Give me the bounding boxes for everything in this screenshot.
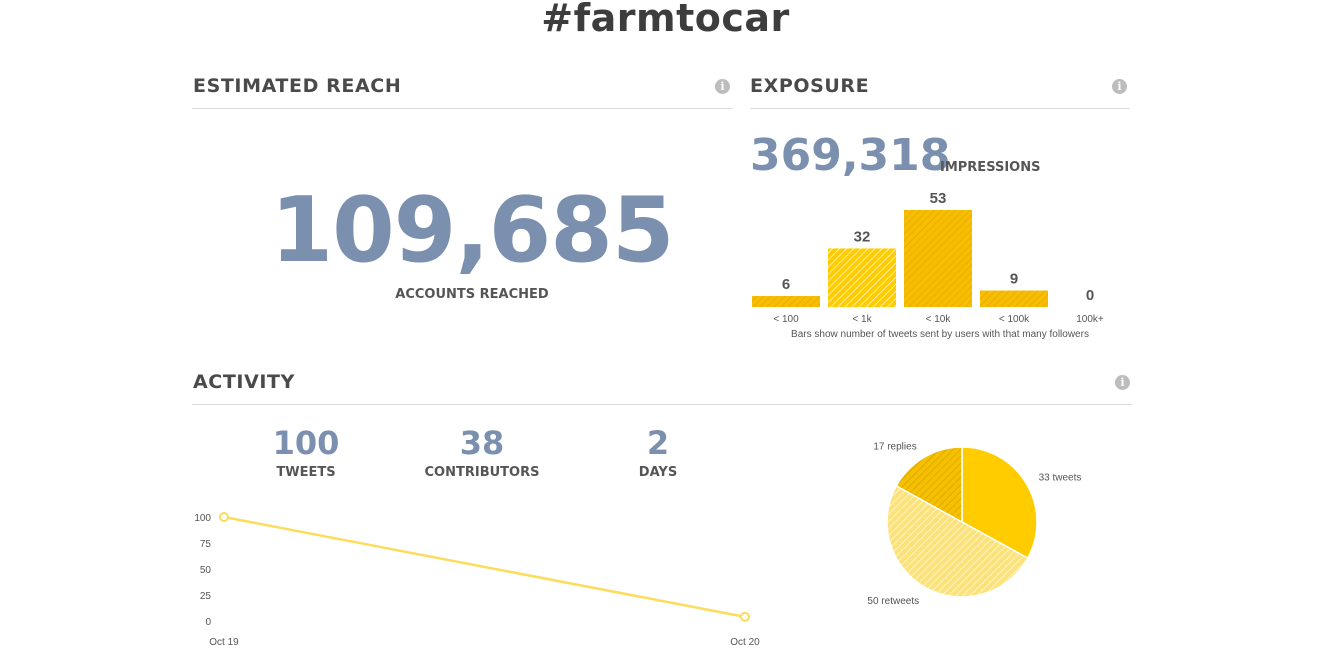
data-point [740, 611, 750, 622]
tweet-type-pie-chart: 33 tweets 50 retweets 17 replies [867, 441, 1082, 607]
pie-slice [886, 484, 1029, 598]
exposure-heading: EXPOSURE [750, 75, 870, 97]
y-tick-label: 25 [200, 591, 212, 602]
bar-category-label: < 10k [926, 314, 952, 325]
section-divider [192, 404, 1132, 405]
followers-bar-chart: 6 < 100 32 < 1k 53 < 10k 9 < 100k 0 100k+ [752, 190, 1104, 325]
pie-slice-label: 33 tweets [1039, 473, 1082, 484]
contributors-label: CONTRIBUTORS [424, 465, 540, 480]
info-icon[interactable]: i [1115, 375, 1130, 390]
pie-slice-label: 50 retweets [867, 596, 919, 607]
activity-line-chart: 0 25 50 75 100 Oct 19 Oct 20 [194, 512, 760, 648]
contributors-count: 38 [459, 424, 505, 462]
pie-slice-label: 17 replies [873, 441, 916, 452]
info-icon[interactable]: i [715, 79, 730, 94]
bar [980, 290, 1048, 307]
y-tick-label: 0 [205, 617, 211, 628]
bar-category-label: < 100 [773, 314, 799, 325]
impressions-label: IMPRESSIONS [940, 160, 1041, 175]
accounts-reached-label: ACCOUNTS REACHED [395, 287, 549, 302]
bar-category-label: < 1k [852, 314, 872, 325]
bar-value-label: 53 [930, 190, 947, 207]
pie-slice [961, 446, 1038, 560]
y-tick-label: 75 [200, 539, 212, 550]
bar [752, 296, 820, 307]
days-count: 2 [646, 424, 670, 462]
bar-value-label: 32 [854, 228, 871, 245]
data-point [219, 512, 229, 522]
y-tick-label: 50 [200, 565, 212, 576]
series-line [223, 515, 746, 619]
x-tick-label: Oct 20 [730, 637, 760, 648]
bar-category-label: < 100k [999, 314, 1030, 325]
accounts-reached-value: 109,685 [270, 178, 675, 283]
page-title: #farmtocar [541, 0, 790, 40]
days-label: DAYS [638, 465, 678, 480]
tweets-count: 100 [272, 424, 340, 462]
bar-value-label: 0 [1086, 287, 1094, 304]
y-tick-label: 100 [194, 513, 211, 524]
bar [904, 210, 972, 307]
info-icon[interactable]: i [1112, 79, 1127, 94]
bar-value-label: 6 [782, 276, 790, 293]
bar-category-label: 100k+ [1076, 314, 1104, 325]
section-divider [192, 108, 733, 109]
estimated-reach-heading: ESTIMATED REACH [193, 75, 402, 97]
activity-heading: ACTIVITY [193, 371, 295, 393]
bar-chart-note: Bars show number of tweets sent by users… [791, 329, 1089, 340]
bar [828, 248, 896, 307]
tweets-label: TWEETS [276, 465, 336, 480]
x-tick-label: Oct 19 [209, 637, 239, 648]
bar-value-label: 9 [1010, 271, 1018, 288]
section-divider [750, 108, 1130, 109]
impressions-value: 369,318 [750, 130, 951, 181]
pie-slice [895, 446, 963, 524]
